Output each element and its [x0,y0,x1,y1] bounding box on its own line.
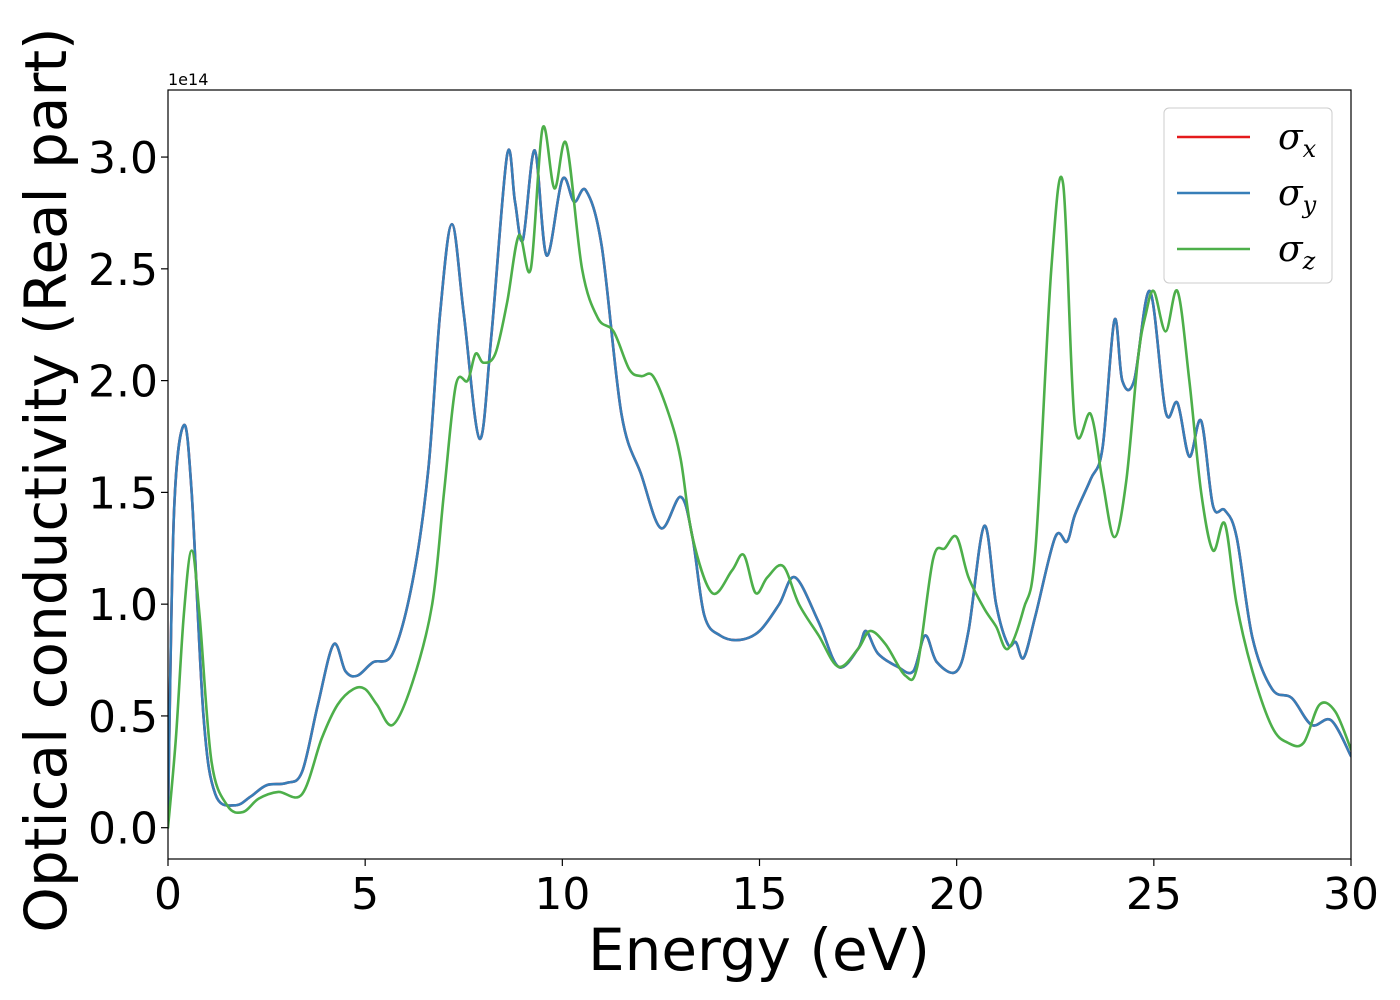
x-tick-label: 5 [351,869,379,920]
y-tick-label: 2.0 [88,357,158,408]
series-layer [168,125,1351,829]
x-axis-ticks: 0 5 10 15 20 25 30 [154,859,1379,920]
series-line-sigma-y [168,148,1351,818]
y-tick-label: 1.0 [88,580,158,631]
series-line-sigma-z [168,125,1351,829]
y-tick-label: 1.5 [88,468,158,519]
y-offset-label: 1e14 [168,70,208,89]
x-axis-label: Energy (eV) [588,916,930,984]
y-tick-label: 2.5 [88,245,158,296]
y-axis-label: Optical conductivity (Real part) [12,27,80,932]
x-tick-label: 15 [732,869,788,920]
x-tick-label: 0 [154,869,182,920]
y-tick-label: 0.5 [88,692,158,743]
y-tick-label: 3.0 [88,133,158,184]
x-tick-label: 20 [929,869,985,920]
x-tick-label: 25 [1126,869,1182,920]
y-tick-label: 0.0 [88,804,158,855]
legend-box [1163,107,1333,284]
x-tick-label: 30 [1323,869,1379,920]
x-tick-label: 10 [534,869,590,920]
y-axis-ticks: 0.0 0.5 1.0 1.5 2.0 2.5 3.0 [88,133,168,855]
